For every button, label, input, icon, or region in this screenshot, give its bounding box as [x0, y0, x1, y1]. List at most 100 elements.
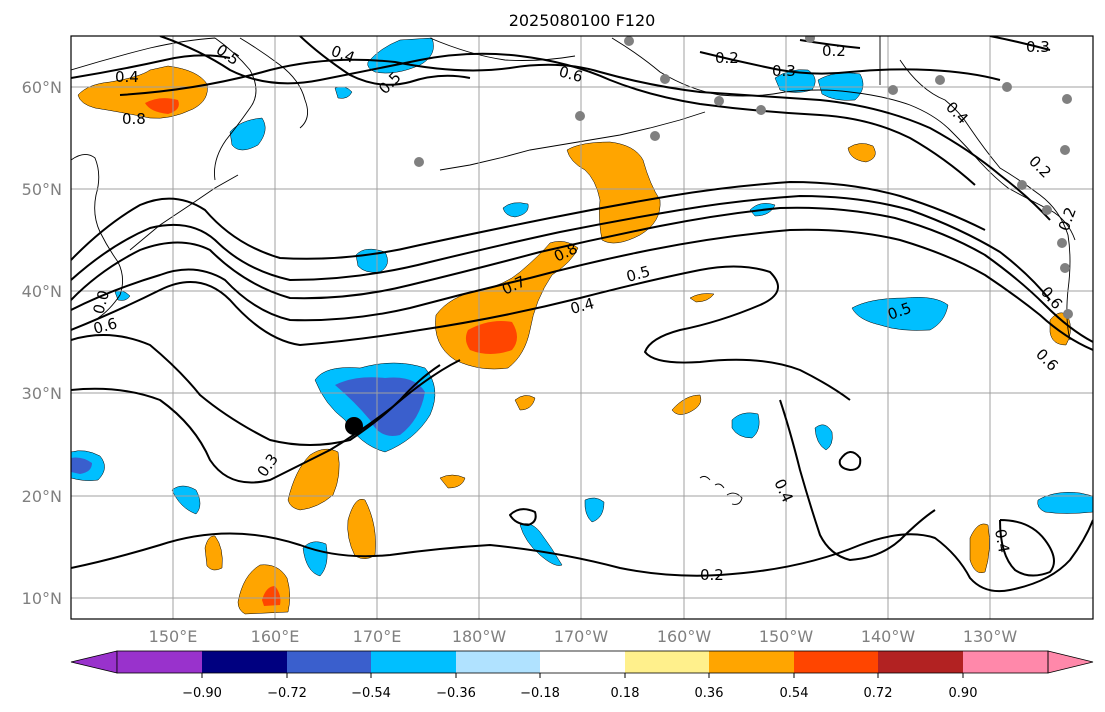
anomaly-orange-small-1	[514, 395, 536, 411]
contour-0.4-east	[779, 399, 1055, 577]
colorbar-swatch	[371, 651, 456, 673]
station-dot	[1057, 238, 1067, 248]
anomaly-blue-subtrop-3	[171, 485, 201, 515]
colorbar-tick-label: 0.36	[695, 686, 724, 701]
contour-label: 0.5	[624, 262, 652, 286]
contour-label: 0.2	[715, 49, 739, 67]
colorbar-swatch	[287, 651, 371, 673]
station-dot	[624, 36, 634, 46]
station-dot	[1062, 94, 1072, 104]
gridlines	[71, 36, 1093, 619]
map-area: 0.5 0.4 0.4 0.8 0.5 0.6 0.2 0.2 0.3 0.3 …	[71, 36, 1093, 619]
colorbar-swatch	[878, 651, 963, 673]
anomaly-orange-small-2	[439, 474, 466, 489]
anomaly-red-subtrop	[262, 586, 281, 606]
lon-label: 170°E	[353, 627, 402, 646]
station-dot	[1060, 263, 1070, 273]
contour-0.4-midlat	[71, 265, 851, 401]
station-dot	[575, 111, 585, 121]
contour-label: 0.2	[700, 566, 724, 584]
anomaly-blue-subtrop-2	[814, 424, 833, 451]
coast-asia-kamchatka	[71, 37, 309, 181]
anomaly-orange-small-3	[689, 293, 715, 303]
anomaly-blue-east-trop	[1037, 492, 1093, 514]
colorbar-swatch	[963, 651, 1048, 673]
anomaly-blue-midlat-1	[502, 202, 529, 218]
figure-title: 2025080100 F120	[509, 11, 656, 30]
lat-label: 10°N	[22, 589, 62, 608]
station-dots	[414, 36, 1073, 319]
anomaly-blue-subtrop-1	[731, 412, 760, 439]
storm-center-marker	[345, 417, 363, 435]
anomaly-blue-subtrop-5	[519, 523, 563, 566]
lon-label: 170°W	[554, 627, 609, 646]
colorbar-tick-label: −0.72	[267, 686, 307, 701]
lat-label: 50°N	[22, 180, 62, 199]
anomaly-blue-subtrop-4	[302, 541, 328, 577]
colorbar-tick-label: 0.90	[949, 686, 978, 701]
lon-label: 130°W	[963, 627, 1018, 646]
station-dot	[1060, 145, 1070, 155]
contour-label: 0.2	[822, 42, 846, 60]
anomaly-orange-subtrop-4	[204, 535, 223, 571]
anomaly-royalblue-west-edge	[71, 457, 92, 474]
colorbar: −0.90 −0.72 −0.54 −0.36 −0.18 0.18 0.36 …	[70, 650, 1094, 701]
colorbar-tick-label: −0.36	[436, 686, 476, 701]
lon-label: 150°E	[149, 627, 198, 646]
lon-label: 160°E	[251, 627, 300, 646]
contour-label: 0.4	[991, 528, 1013, 555]
contour-0.4-east-loop	[838, 451, 862, 471]
colorbar-tick-label: 0.18	[611, 686, 640, 701]
anomaly-blue-east	[851, 297, 949, 331]
station-dot	[660, 74, 670, 84]
lon-label: 150°W	[759, 627, 814, 646]
contour-label: 0.3	[772, 62, 796, 80]
contour-0.7-midlat	[71, 195, 1051, 301]
contour-label: 0.3	[1026, 38, 1050, 56]
colorbar-swatch	[117, 651, 202, 673]
contour-0.3-gulf	[699, 36, 1051, 81]
contour-0.2-south	[71, 519, 1093, 593]
lat-label: 40°N	[22, 282, 62, 301]
colorbar-tick-label: 0.54	[780, 686, 809, 701]
map-frame	[70, 35, 1094, 620]
contour-label: 0.8	[122, 110, 146, 128]
longitude-labels: 150°E 160°E 170°E 180°W 170°W 160°W 150°…	[149, 627, 1018, 646]
anomaly-orange-east-3	[671, 394, 702, 415]
colorbar-extend-right	[1047, 650, 1094, 674]
colorbar-swatch	[709, 651, 794, 673]
station-dot	[1002, 82, 1012, 92]
lat-label: 20°N	[22, 487, 62, 506]
colorbar-swatch	[540, 651, 625, 673]
contour-label: 0.4	[115, 68, 139, 86]
coast-alaska	[429, 37, 1076, 241]
station-dot	[888, 85, 898, 95]
colorbar-swatch	[794, 651, 878, 673]
contour-0.5-midlat	[71, 228, 1093, 351]
contour-0.6-north	[119, 58, 1051, 221]
station-dot	[650, 131, 660, 141]
colorbar-tick-label: 0.72	[864, 686, 893, 701]
contour-0.6-midlat	[71, 206, 1093, 343]
anomaly-orange-subtrop-3	[347, 498, 376, 559]
lat-label: 30°N	[22, 384, 62, 403]
station-dot	[1042, 205, 1052, 215]
lon-label: 180°W	[452, 627, 507, 646]
contour-label: 0.0	[89, 288, 113, 316]
anomaly-orange-subtrop-1	[287, 448, 340, 511]
station-dot	[1063, 309, 1073, 319]
contour-0.2-small-loop	[509, 508, 537, 526]
anomaly-orange-east-4	[847, 143, 876, 163]
latitude-labels: 60°N 50°N 40°N 30°N 20°N 10°N	[22, 78, 62, 608]
lon-label: 140°W	[861, 627, 916, 646]
colorbar-tick-label: −0.18	[520, 686, 560, 701]
colorbar-extend-left	[70, 650, 118, 674]
colorbar-swatch	[625, 651, 709, 673]
lon-label: 160°W	[657, 627, 712, 646]
anomaly-blue-subtrop-6	[584, 497, 605, 523]
coast-kurils	[129, 174, 239, 251]
colorbar-swatch	[202, 651, 287, 673]
station-dot	[756, 105, 766, 115]
contour-0.5-north	[159, 36, 976, 186]
